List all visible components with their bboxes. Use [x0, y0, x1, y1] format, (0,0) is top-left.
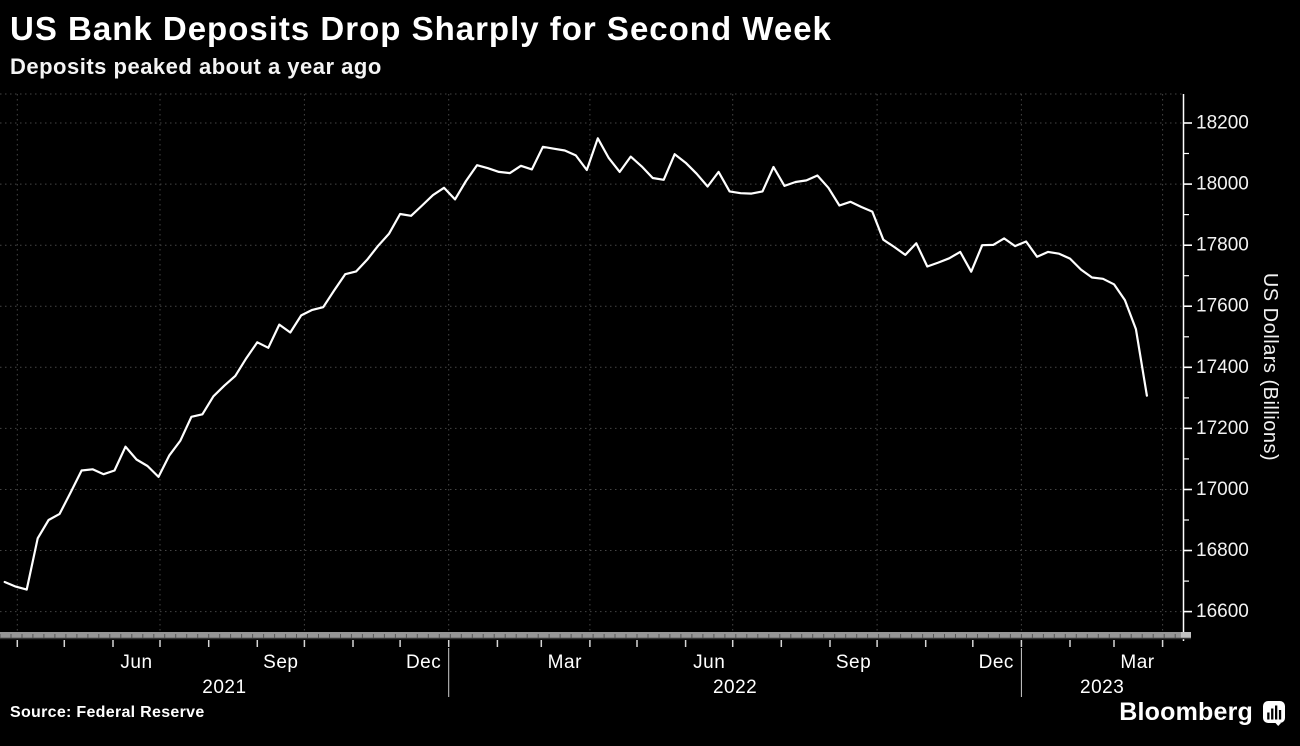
- y-tick-label: 17000: [1196, 479, 1249, 500]
- month-label: Mar: [548, 652, 582, 673]
- icon-tile: [1263, 700, 1285, 723]
- y-tick-label: 17600: [1196, 296, 1249, 317]
- x-axis: [0, 632, 1191, 647]
- gridlines: [0, 93, 1183, 633]
- month-label: Jun: [120, 652, 152, 673]
- y-tick-label: 17200: [1196, 418, 1249, 439]
- year-label: 2021: [202, 677, 246, 698]
- y-tick-label: 17800: [1196, 235, 1249, 256]
- chart-title: US Bank Deposits Drop Sharply for Second…: [10, 10, 832, 47]
- y-tick-label: 18000: [1196, 174, 1249, 195]
- bloomberg-wordmark: Bloomberg: [1119, 698, 1253, 726]
- bloomberg-terminal-bars-icon: [1263, 700, 1285, 726]
- month-labels: Jun Sep Dec Mar Jun Sep Dec Mar: [120, 652, 1154, 673]
- y-tick-label: 16800: [1196, 540, 1249, 561]
- y-axis-title: US Dollars (Billions): [1259, 273, 1281, 461]
- x-axis-bar: [0, 632, 1191, 638]
- y-tick-label: 18200: [1196, 113, 1249, 134]
- y-axis: 16600 16800 17000 17200 17400 17600 17800 18000…: [1182, 94, 1281, 641]
- month-label: Dec: [406, 652, 441, 673]
- bloomberg-logo: Bloomberg: [1119, 698, 1286, 727]
- year-label: 2022: [713, 677, 757, 698]
- month-label: Dec: [979, 652, 1014, 673]
- chart-subtitle: Deposits peaked about a year ago: [10, 54, 382, 79]
- y-tick-label: 17400: [1196, 357, 1249, 378]
- y-tick-label: 16600: [1196, 601, 1249, 622]
- source-note: Source: Federal Reserve: [10, 704, 205, 721]
- month-label: Sep: [836, 652, 871, 673]
- month-label: Sep: [263, 652, 298, 673]
- x-axis-bar-cap: [1181, 632, 1191, 638]
- month-label: Jun: [693, 652, 725, 673]
- year-label: 2023: [1080, 677, 1124, 698]
- year-labels: 2021 2022 2023: [202, 648, 1124, 698]
- series-line-us-bank-deposits: [3, 137, 1149, 591]
- month-label: Mar: [1120, 652, 1154, 673]
